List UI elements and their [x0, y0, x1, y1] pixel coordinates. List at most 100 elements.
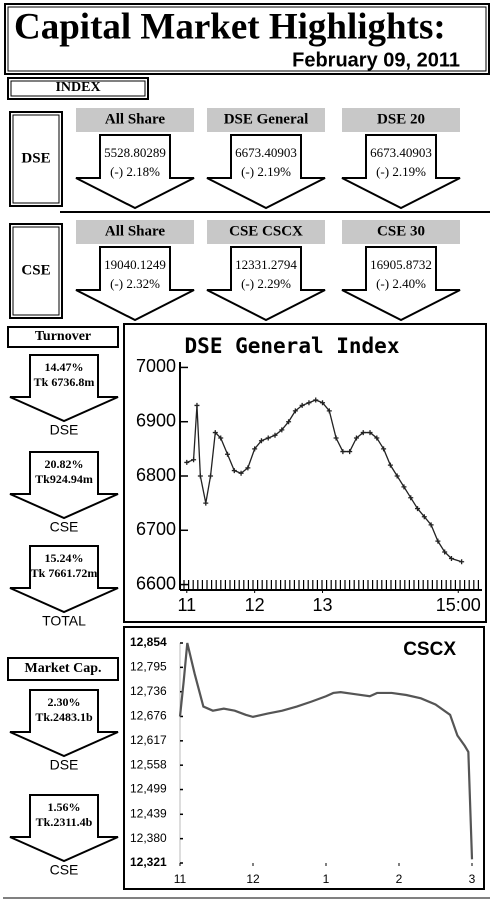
marker [203, 500, 209, 506]
arrow [9, 354, 119, 423]
marker [279, 427, 285, 433]
marker [360, 430, 366, 436]
x-tick-label: 12 [245, 595, 265, 615]
y-tick-label: 12,321 [130, 855, 167, 869]
market-cap-box [7, 657, 119, 681]
marker [299, 402, 305, 408]
y-tick-label: 12,617 [130, 733, 167, 747]
arrow [206, 134, 326, 210]
y-tick-label: 12,499 [130, 782, 167, 796]
index-value: 6673.40903 [235, 145, 297, 160]
arrow [9, 794, 119, 863]
percent: 2.30% [48, 695, 81, 709]
index-name: CSE CSCX [229, 223, 303, 239]
index-change: (-) 2.19% [241, 164, 291, 179]
arrow [9, 451, 119, 520]
marker [442, 549, 448, 555]
y-tick-label: 12,676 [130, 709, 167, 723]
market-label: DSE [50, 757, 79, 773]
index-header [342, 108, 460, 132]
x-tick-label: 13 [313, 595, 333, 615]
marker [415, 506, 421, 512]
marker [218, 435, 224, 441]
percent: 20.82% [45, 457, 84, 471]
market-box [9, 111, 63, 207]
index-value: 5528.80289 [104, 145, 166, 160]
marker [191, 457, 197, 463]
index-title: INDEX [55, 80, 100, 95]
marker [367, 430, 373, 436]
index-name: All Share [105, 111, 165, 127]
index-change: (-) 2.18% [110, 164, 160, 179]
y-tick-label: 6600 [136, 573, 176, 593]
marker [212, 430, 218, 436]
market-box-inner [12, 226, 60, 316]
marker [459, 559, 465, 565]
y-tick-label: 6800 [136, 465, 176, 485]
index-name: All Share [105, 223, 165, 239]
x-tick-label: 11 [174, 872, 187, 886]
market-box [9, 223, 63, 319]
market-label: CSE [50, 862, 79, 878]
header-inner [7, 6, 487, 72]
marker [238, 470, 244, 476]
y-tick-label: 6700 [136, 519, 176, 539]
marker [320, 400, 326, 406]
index-value: 12331.2794 [235, 257, 297, 272]
marker [184, 459, 190, 465]
marker [265, 435, 271, 441]
y-tick-label: 7000 [136, 356, 176, 376]
market-label: DSE [50, 422, 79, 438]
index-value: 19040.1249 [104, 257, 166, 272]
y-tick-label: 12,854 [130, 635, 167, 649]
chart-frame [123, 626, 485, 890]
marker [333, 435, 339, 441]
marker [194, 402, 200, 408]
market-cap-title: Market Cap. [25, 661, 102, 676]
index-name: DSE General [224, 111, 309, 127]
marker [353, 435, 359, 441]
market-label: TOTAL [42, 613, 86, 629]
marker [208, 473, 214, 479]
x-tick-label: 11 [177, 595, 196, 615]
marker [245, 465, 251, 471]
data-line [178, 642, 474, 860]
chart-frame [123, 323, 487, 623]
market-label: CSE [21, 262, 50, 278]
marker [381, 446, 387, 452]
marker [347, 449, 353, 455]
marker [326, 408, 332, 414]
index-header [76, 108, 194, 132]
marker [252, 446, 258, 452]
y-tick-label: 12,439 [130, 806, 167, 820]
x-tick-label: 2 [396, 872, 403, 886]
arrow [341, 246, 461, 322]
marker [340, 449, 346, 455]
amount: Tk.2311.4b [36, 815, 93, 829]
amount: Tk 6736.8m [34, 375, 95, 389]
y-tick-label: 6900 [136, 410, 176, 430]
index-change: (-) 2.32% [110, 276, 160, 291]
marker [272, 432, 278, 438]
percent: 14.47% [45, 360, 84, 374]
index-value: 16905.8732 [370, 257, 432, 272]
turnover-title: Turnover [35, 329, 91, 344]
arrow [206, 246, 326, 322]
arrow [341, 134, 461, 210]
arrow [9, 545, 119, 614]
index-header [76, 220, 194, 244]
index-change: (-) 2.19% [376, 164, 426, 179]
amount: Tk 7661.72m [31, 566, 98, 580]
index-value: 6673.40903 [370, 145, 432, 160]
x-tick-label: 3 [469, 872, 476, 886]
index-header [207, 220, 325, 244]
index-box [7, 77, 149, 100]
x-tick-label: 12 [246, 872, 260, 886]
chart-title: CSCX [403, 639, 456, 660]
arrow [75, 246, 195, 322]
marker [448, 556, 454, 562]
market-label: CSE [50, 519, 79, 535]
marker [286, 419, 292, 425]
